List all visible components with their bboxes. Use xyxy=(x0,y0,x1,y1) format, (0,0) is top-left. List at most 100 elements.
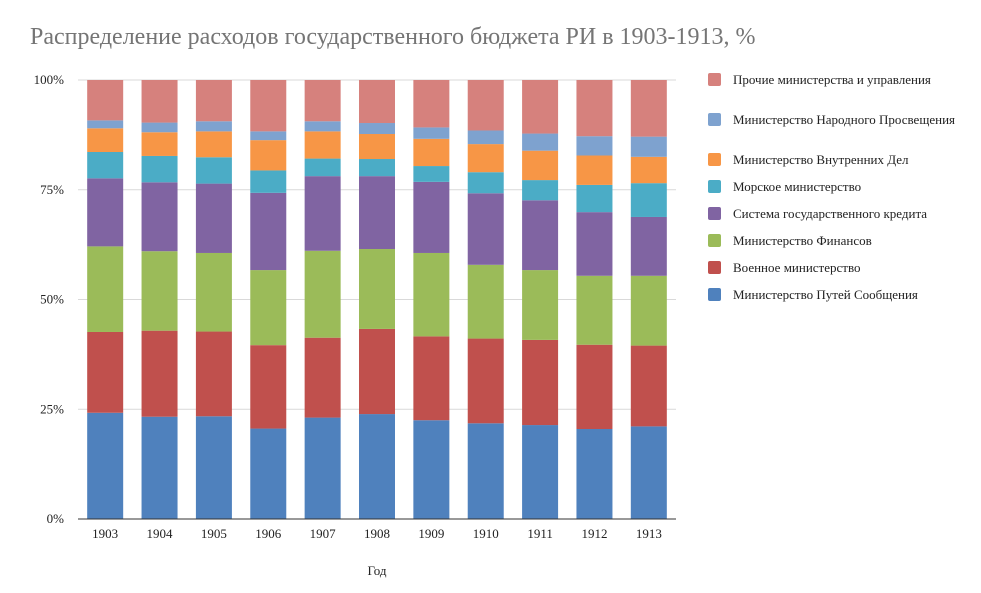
legend-item: Морское министерство xyxy=(708,179,973,206)
bar-segment xyxy=(250,192,287,271)
x-tick-label: 1909 xyxy=(418,526,444,541)
bar-segment xyxy=(576,136,613,156)
bar-segment xyxy=(195,80,232,122)
bar-segment xyxy=(359,133,395,160)
y-tick-label: 25% xyxy=(40,401,64,416)
bar-segment xyxy=(576,344,613,430)
bar-segment xyxy=(304,176,341,251)
bar-segment xyxy=(413,80,450,128)
bar-segment xyxy=(250,131,287,141)
x-axis-title: Год xyxy=(367,563,386,578)
bar-segment xyxy=(195,252,232,332)
x-tick-label: 1907 xyxy=(310,526,337,541)
x-tick-label: 1908 xyxy=(364,526,390,541)
legend-swatch xyxy=(708,113,721,126)
bar-segment xyxy=(522,133,559,151)
bar-segment xyxy=(630,426,667,519)
bar-segment xyxy=(195,121,232,132)
bar-segment xyxy=(413,127,450,139)
y-tick-label: 75% xyxy=(40,182,64,197)
bar-segment xyxy=(87,178,124,247)
x-tick-label: 1906 xyxy=(255,526,282,541)
bar-segment xyxy=(467,338,504,424)
bar-segment xyxy=(304,250,341,338)
bar-segment xyxy=(195,157,232,184)
bar-segment xyxy=(87,331,124,413)
legend-label: Система государственного кредита xyxy=(733,206,928,221)
bar-segment xyxy=(250,428,287,519)
legend-swatch xyxy=(708,261,721,274)
legend-label: Министерство Внутренних Дел xyxy=(733,152,909,167)
bar-segment xyxy=(359,123,395,134)
y-tick-label: 50% xyxy=(40,292,64,307)
bar-segment xyxy=(413,252,450,337)
bar-segment xyxy=(630,156,667,184)
legend-item: Прочие министерства и управления xyxy=(708,72,973,112)
bar-segment xyxy=(630,345,667,427)
bar-segment xyxy=(630,275,667,346)
bar-segment xyxy=(467,193,504,265)
legend-swatch xyxy=(708,207,721,220)
bar-segment xyxy=(576,80,613,137)
bar-segment xyxy=(522,180,559,201)
bar-segment xyxy=(359,328,395,415)
bar-segment xyxy=(630,80,667,137)
bar-segment xyxy=(141,122,178,133)
legend-swatch xyxy=(708,153,721,166)
bar-segment xyxy=(522,425,559,519)
legend-label: Министерство Народного Просвещения xyxy=(733,112,956,127)
legend-swatch xyxy=(708,234,721,247)
bar-segment xyxy=(576,184,613,213)
legend-item: Министерство Путей Сообщения xyxy=(708,287,973,314)
legend-item: Система государственного кредита xyxy=(708,206,973,233)
x-tick-label: 1911 xyxy=(527,526,553,541)
bar-segment xyxy=(195,131,232,158)
bar-segment xyxy=(522,80,559,134)
bar-segment xyxy=(304,131,341,159)
bar-segment xyxy=(522,270,559,340)
bar-segment xyxy=(87,246,124,332)
bar-segment xyxy=(522,150,559,181)
bar-segment xyxy=(141,416,178,519)
bar-segment xyxy=(195,416,232,519)
bar-segment xyxy=(195,183,232,253)
bar-segment xyxy=(413,420,450,519)
bar-segment xyxy=(359,414,395,519)
bar-segment xyxy=(250,345,287,429)
bar-segment xyxy=(250,170,287,193)
legend-label: Прочие министерства и управления xyxy=(733,72,931,87)
bar-segment xyxy=(522,200,559,271)
x-tick-label: 1913 xyxy=(636,526,662,541)
bar-segment xyxy=(576,155,613,185)
legend-item: Министерство Народного Просвещения xyxy=(708,112,973,152)
legend-swatch xyxy=(708,180,721,193)
bar-segment xyxy=(304,158,341,177)
y-tick-label: 0% xyxy=(47,511,65,526)
bar-segment xyxy=(413,166,450,182)
bar-segment xyxy=(304,417,341,519)
bar-segment xyxy=(413,181,450,253)
bar-segment xyxy=(467,80,504,131)
bar-segment xyxy=(304,337,341,418)
bar-segment xyxy=(522,339,559,426)
bar-segment xyxy=(304,80,341,122)
bar-segment xyxy=(141,132,178,156)
bar-segment xyxy=(141,80,178,123)
legend-swatch xyxy=(708,288,721,301)
legend-label: Военное министерство xyxy=(733,260,861,275)
bar-segment xyxy=(250,270,287,346)
bar-segment xyxy=(630,216,667,276)
legend-label: Министерство Путей Сообщения xyxy=(733,287,918,302)
bar-segment xyxy=(467,264,504,339)
legend-label: Министерство Финансов xyxy=(733,233,872,248)
bars xyxy=(87,80,667,519)
legend-item: Военное министерство xyxy=(708,260,973,287)
bar-segment xyxy=(250,80,287,132)
bar-segment xyxy=(250,140,287,171)
bar-segment xyxy=(359,249,395,329)
bar-segment xyxy=(87,120,124,129)
legend: Прочие министерства и управления Министер… xyxy=(708,72,973,314)
axes: 0% 25% 50% 75% 100% 1903 1904 1905 1906 1907 1908 1… xyxy=(34,72,676,578)
legend-swatch xyxy=(708,73,721,86)
